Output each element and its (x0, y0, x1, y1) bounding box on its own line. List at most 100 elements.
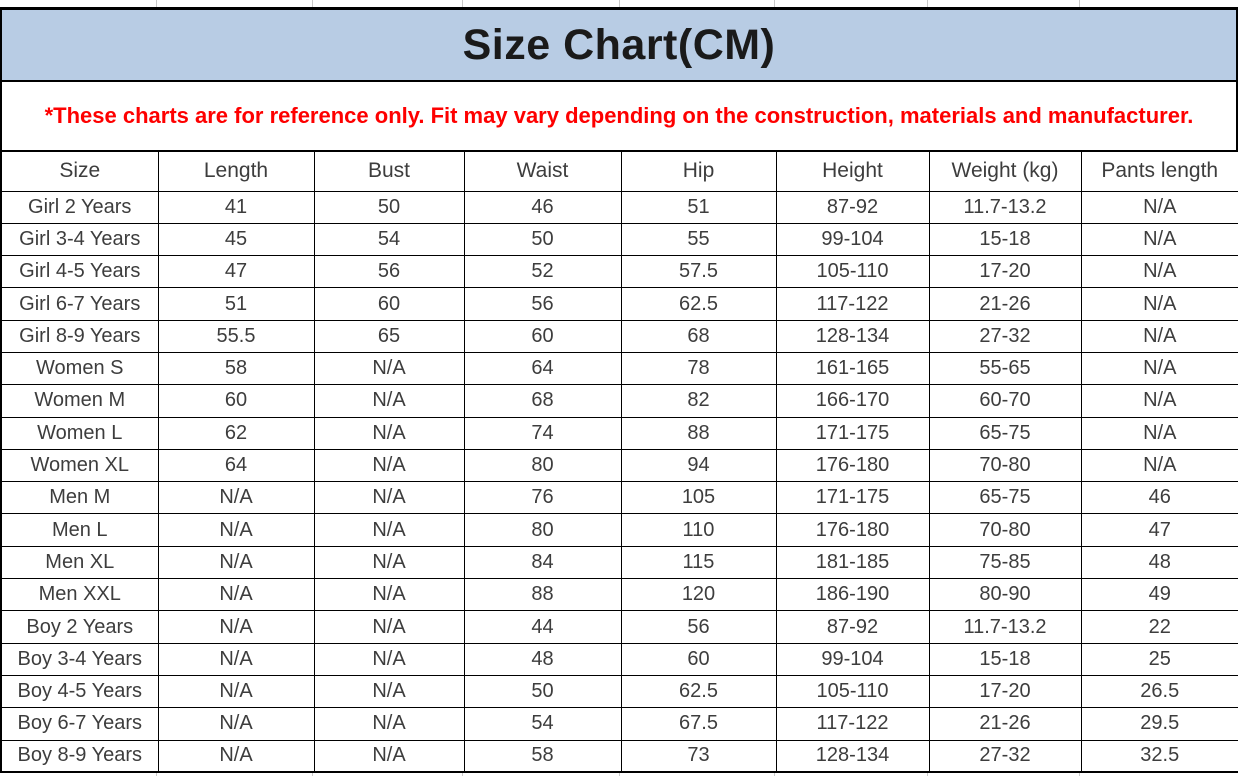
table-cell: 17-20 (928, 674, 1082, 709)
table-cell: 76 (463, 481, 622, 515)
table-cell: 50 (313, 190, 465, 224)
size-label-cell: Girl 8-9 Years (0, 319, 159, 353)
table-cell: 25 (1080, 642, 1238, 676)
table-cell: 51 (157, 287, 315, 321)
size-label-cell: Men XL (0, 545, 159, 580)
column-header: Size (0, 150, 159, 192)
disclaimer-row: *These charts are for reference only. Fi… (0, 82, 1238, 150)
table-cell: N/A (313, 739, 465, 773)
table-cell: 32.5 (1080, 739, 1238, 773)
table-cell: N/A (313, 707, 465, 741)
table-cell: 46 (463, 190, 622, 224)
gridline-cell (928, 773, 1080, 777)
table-cell: 21-26 (928, 287, 1082, 321)
table-cell: 70-80 (928, 513, 1082, 547)
table-cell: 48 (463, 642, 622, 676)
page-title: Size Chart(CM) (462, 20, 776, 69)
gridline-cell (0, 0, 157, 7)
table-cell: N/A (157, 642, 315, 676)
table-cell: 78 (620, 351, 777, 386)
table-cell: N/A (157, 578, 315, 612)
table-cell: N/A (157, 481, 315, 515)
table-row: Women M 60 N/A 68 82 166-170 60-70 N/A (0, 384, 1238, 418)
table-cell: 73 (620, 739, 777, 773)
gridline-cell (157, 773, 313, 777)
table-cell: 166-170 (775, 384, 930, 418)
size-label-cell: Women S (0, 351, 159, 386)
table-cell: 52 (463, 255, 622, 289)
table-cell: 41 (157, 190, 315, 224)
table-cell: 27-32 (928, 319, 1082, 353)
table-cell: N/A (313, 416, 465, 450)
table-cell: N/A (157, 707, 315, 741)
table-row: Boy 6-7 Years N/A N/A 54 67.5 117-122 21-26 29.… (0, 707, 1238, 741)
size-label-cell: Girl 6-7 Years (0, 287, 159, 321)
size-label-cell: Girl 3-4 Years (0, 222, 159, 257)
size-label-cell: Boy 8-9 Years (0, 739, 159, 773)
table-cell: 80-90 (928, 578, 1082, 612)
size-label-cell: Boy 4-5 Years (0, 674, 159, 709)
table-cell: 48 (1080, 545, 1238, 580)
table-cell: 65-75 (928, 416, 1082, 450)
table-cell: 60 (620, 642, 777, 676)
table-cell: 65 (313, 319, 465, 353)
table-cell: 60 (313, 287, 465, 321)
table-cell: 60 (157, 384, 315, 418)
table-cell: 105-110 (775, 674, 930, 709)
table-row: Girl 4-5 Years 47 56 52 57.5 105-110 17-20 N/A (0, 255, 1238, 289)
size-label-cell: Girl 4-5 Years (0, 255, 159, 289)
table-cell: N/A (1080, 190, 1238, 224)
table-cell: N/A (313, 642, 465, 676)
size-label-cell: Boy 6-7 Years (0, 707, 159, 741)
table-cell: 84 (463, 545, 622, 580)
column-header: Bust (313, 150, 465, 192)
table-row: Boy 3-4 Years N/A N/A 48 60 99-104 15-18 25 (0, 642, 1238, 676)
table-cell: 128-134 (775, 739, 930, 773)
table-cell: 117-122 (775, 287, 930, 321)
table-cell: 54 (313, 222, 465, 257)
spreadsheet-gridline-strip-bottom (0, 773, 1238, 777)
table-cell: 176-180 (775, 513, 930, 547)
gridline-cell (775, 773, 928, 777)
table-cell: N/A (1080, 448, 1238, 483)
size-chart-table: Size Length Bust Waist Hip Height Weight (kg) P… (0, 150, 1238, 774)
column-header: Waist (463, 150, 622, 192)
table-cell: 82 (620, 384, 777, 418)
table-cell: 55 (620, 222, 777, 257)
table-cell: 62 (157, 416, 315, 450)
table-cell: N/A (313, 545, 465, 580)
gridline-cell (620, 0, 775, 7)
table-cell: 80 (463, 513, 622, 547)
table-cell: 29.5 (1080, 707, 1238, 741)
table-cell: 21-26 (928, 707, 1082, 741)
table-cell: 99-104 (775, 642, 930, 676)
table-cell: 46 (1080, 481, 1238, 515)
table-cell: 88 (463, 578, 622, 612)
table-cell: 50 (463, 222, 622, 257)
column-header: Length (157, 150, 315, 192)
table-cell: 11.7-13.2 (928, 610, 1082, 644)
size-label-cell: Women L (0, 416, 159, 450)
table-cell: 186-190 (775, 578, 930, 612)
table-cell: N/A (1080, 416, 1238, 450)
table-cell: 87-92 (775, 190, 930, 224)
column-header: Height (775, 150, 930, 192)
table-cell: 64 (157, 448, 315, 483)
size-label-cell: Boy 2 Years (0, 610, 159, 644)
table-cell: 47 (157, 255, 315, 289)
table-cell: 49 (1080, 578, 1238, 612)
table-cell: N/A (157, 545, 315, 580)
size-label-cell: Men M (0, 481, 159, 515)
table-cell: 55.5 (157, 319, 315, 353)
table-cell: 26.5 (1080, 674, 1238, 709)
table-cell: 70-80 (928, 448, 1082, 483)
table-row: Men M N/A N/A 76 105 171-175 65-75 46 (0, 481, 1238, 515)
table-cell: 56 (463, 287, 622, 321)
table-cell: 87-92 (775, 610, 930, 644)
gridline-cell (620, 773, 775, 777)
table-cell: N/A (1080, 319, 1238, 353)
size-label-cell: Girl 2 Years (0, 190, 159, 224)
table-row: Boy 4-5 Years N/A N/A 50 62.5 105-110 17-20 26.… (0, 674, 1238, 709)
table-cell: N/A (313, 448, 465, 483)
table-cell: 17-20 (928, 255, 1082, 289)
